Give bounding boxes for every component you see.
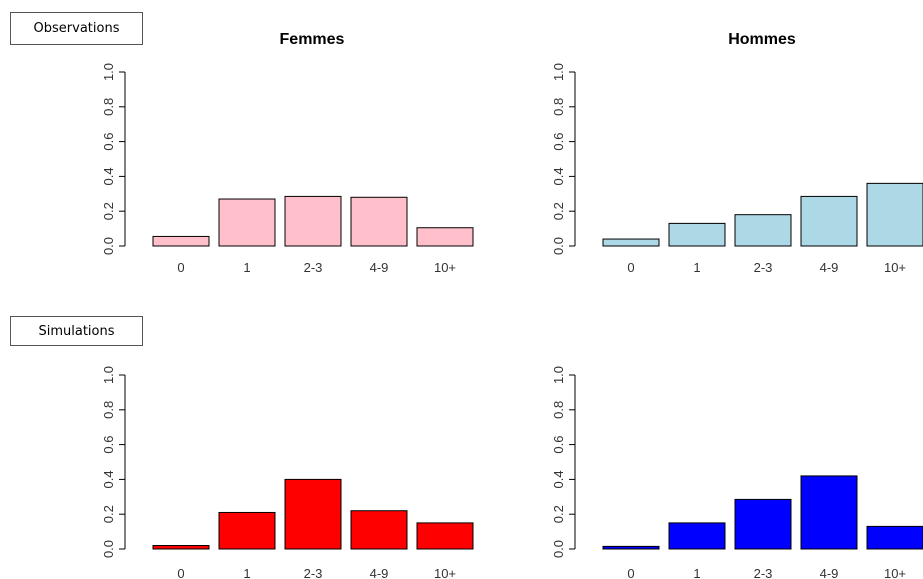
x-tick-label: 4-9	[820, 566, 839, 579]
y-tick-label: 0.0	[101, 237, 116, 255]
x-tick-label: 2-3	[304, 260, 323, 275]
x-tick-label: 4-9	[370, 260, 389, 275]
observations-label: Observations	[10, 12, 143, 45]
chart-title: Femmes	[280, 31, 345, 48]
x-tick-label: 2-3	[754, 260, 773, 275]
bar-1	[218, 198, 276, 247]
y-tick-label: 0.6	[101, 133, 116, 151]
bar-1	[218, 511, 276, 550]
x-tick-label: 10+	[884, 260, 906, 275]
x-tick-label: 1	[243, 260, 250, 275]
y-tick-label: 0.8	[551, 401, 566, 419]
bar-4-9	[350, 510, 408, 550]
y-tick-label: 0.6	[551, 436, 566, 454]
y-tick-label: 0.6	[101, 436, 116, 454]
y-tick-label: 0.2	[101, 202, 116, 220]
chart-femmes-simulations: 0.0 0.2 0.4 0.6 0.8 1.0 0 1 2-3 4-9 10+	[101, 366, 474, 579]
x-tick-label: 1	[243, 566, 250, 579]
simulations-label: Simulations	[10, 316, 143, 346]
y-tick-label: 0.2	[551, 505, 566, 523]
bar-0	[602, 238, 660, 247]
y-tick-label: 0.0	[101, 540, 116, 558]
chart-femmes-observations: Femmes 0.0 0.2 0.4 0.6 0.8 1.0 0 1 2-3 4-9 10+	[101, 31, 474, 275]
y-tick-label: 0.4	[101, 470, 116, 488]
bar-0	[602, 545, 660, 550]
chart-hommes-simulations: 0.0 0.2 0.4 0.6 0.8 1.0 0 1 2-3 4-9 10+	[551, 366, 923, 579]
x-tick-label: 0	[627, 566, 634, 579]
bar-10+	[866, 182, 923, 247]
y-tick-label: 1.0	[101, 63, 116, 81]
y-tick-label: 1.0	[551, 63, 566, 81]
x-tick-label: 10+	[434, 260, 456, 275]
x-tick-label: 2-3	[304, 566, 323, 579]
x-tick-label: 10+	[434, 566, 456, 579]
y-tick-label: 0.4	[551, 167, 566, 185]
y-tick-label: 0.2	[101, 505, 116, 523]
x-tick-label: 4-9	[370, 566, 389, 579]
bar-4-9	[350, 196, 408, 247]
bar-1	[668, 522, 726, 550]
y-tick-label: 0.6	[551, 133, 566, 151]
bar-10+	[416, 522, 474, 550]
x-tick-label: 4-9	[820, 260, 839, 275]
y-tick-label: 1.0	[551, 366, 566, 384]
chart-hommes-observations: Hommes 0.0 0.2 0.4 0.6 0.8 1.0 0 1 2-3 4-9 10+	[551, 31, 923, 275]
chart-title: Hommes	[728, 31, 796, 48]
x-tick-label: 0	[627, 260, 634, 275]
y-tick-label: 0.8	[551, 98, 566, 116]
y-tick-label: 0.8	[101, 98, 116, 116]
x-tick-label: 0	[177, 260, 184, 275]
bar-0	[152, 545, 210, 550]
bar-4-9	[800, 475, 858, 550]
y-tick-label: 0.0	[551, 540, 566, 558]
bar-0	[152, 235, 210, 247]
bar-10+	[866, 525, 923, 550]
y-tick-label: 0.4	[551, 470, 566, 488]
bar-2-3	[734, 214, 792, 247]
x-tick-label: 10+	[884, 566, 906, 579]
x-tick-label: 0	[177, 566, 184, 579]
bar-10+	[416, 227, 474, 247]
y-tick-label: 1.0	[101, 366, 116, 384]
x-tick-label: 2-3	[754, 566, 773, 579]
bar-1	[668, 222, 726, 247]
y-tick-label: 0.4	[101, 167, 116, 185]
bar-2-3	[284, 478, 342, 550]
bar-4-9	[800, 195, 858, 247]
y-tick-label: 0.2	[551, 202, 566, 220]
y-tick-label: 0.8	[101, 401, 116, 419]
x-tick-label: 1	[693, 260, 700, 275]
y-tick-label: 0.0	[551, 237, 566, 255]
bar-2-3	[284, 195, 342, 247]
bar-2-3	[734, 498, 792, 550]
x-tick-label: 1	[693, 566, 700, 579]
